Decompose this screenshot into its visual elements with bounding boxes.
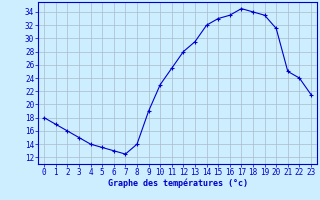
X-axis label: Graphe des températures (°c): Graphe des températures (°c): [108, 179, 248, 188]
